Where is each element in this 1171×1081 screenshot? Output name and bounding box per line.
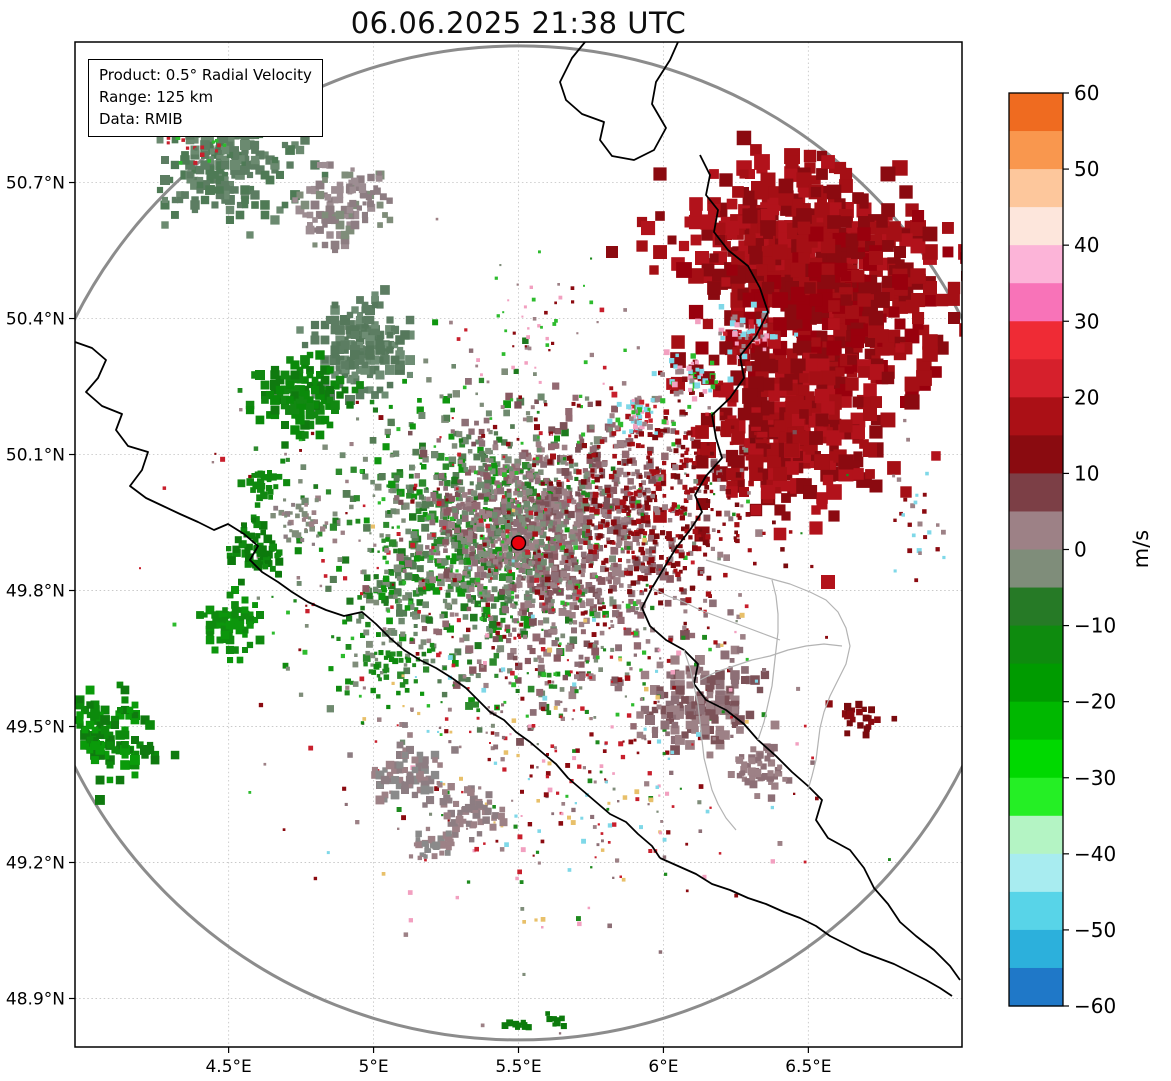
colorbar-band [1009,359,1063,398]
region-se-darkred-bit [825,700,898,739]
colorbar-band [1009,131,1063,170]
region-ne-streak-2 [651,349,734,409]
colorbar-tick-label: 0 [1074,538,1087,562]
colorbar-tick-label: 60 [1074,81,1099,105]
region-w-green-bit-2 [226,514,302,586]
range-ring [75,44,962,1042]
colorbar-band [1009,701,1063,741]
region-w-sage-blob [296,285,415,415]
product-info-line-range: Range: 125 km [99,87,214,106]
x-tick-label: 4.5°E [205,1057,251,1077]
region-bottom-green-bit-1 [501,1019,532,1031]
x-tick-label: 5°E [359,1057,389,1077]
colorbar-band [1009,739,1063,779]
colorbar-tick-label: 40 [1074,233,1099,257]
colorbar-band [1009,587,1063,627]
colorbar-band [1009,397,1063,436]
colorbar-tick-label: −30 [1074,766,1116,790]
region-w-green-blob [245,350,364,449]
radar-site-marker [510,535,527,551]
colorbar-band [1009,245,1063,284]
region-nnw-mauve-patch-2 [324,167,393,212]
velocity-pixels [75,85,962,1035]
colorbar-tick-label: −40 [1074,842,1116,866]
region-e-sparse-specks [892,418,946,583]
region-wsw-green-specks [282,621,436,725]
y-tick-label: 49.5°N [6,718,65,738]
y-tick-label: 49.2°N [6,854,65,874]
colorbar-band [1009,777,1063,817]
y-tick-label: 48.9°N [6,989,65,1009]
region-ne-streak-1 [607,391,676,451]
region-sw-green-patch [196,586,265,664]
x-tick-label: 5.5°E [495,1057,541,1077]
country-borders [75,42,961,997]
y-tick-label: 50.4°N [6,310,65,330]
colorbar-tick-label: −60 [1074,994,1116,1018]
colorbar-band [1009,891,1063,931]
colorbar-band [1009,207,1063,246]
region-ne-streak-3 [695,301,799,360]
axis-ticks [69,181,809,1053]
colorbar-band [1009,435,1063,475]
y-tick-label: 49.8°N [6,582,65,602]
colorbar-band [1009,511,1063,551]
colorbar-band [1009,283,1063,322]
region-se-mauve-patch-2 [727,743,793,802]
product-info-line-data: Data: RMIB [99,109,183,128]
colorbar: 60 50 40 30 20 10 0 −10 −20 −30 −40 −50 −60 [1008,81,1116,1018]
colorbar-tick-label: 30 [1074,309,1099,333]
colorbar-band [1009,967,1063,1007]
region-bottom-green-bit-2 [545,1011,567,1030]
colorbar-band [1009,663,1063,703]
admin-borders [651,559,851,831]
y-tick-label: 50.1°N [6,446,65,466]
region-w-mauve-specks [270,495,341,546]
colorbar-tick-label: 10 [1074,461,1099,485]
colorbar-band [1009,549,1063,589]
product-info-line-product: Product: 0.5° Radial Velocity [99,66,312,84]
axis-tick-labels: 4.5°E 5°E 5.5°E 6°E 6.5°E 50.7°N 50.4°N 50.1°N 4… [6,174,832,1077]
colorbar-band [1009,321,1063,360]
region-w-green-bit-1 [237,458,291,508]
product-info-box: Product: 0.5° Radial Velocity Range: 125… [88,59,323,138]
region-s-gray-bit [408,826,455,861]
colorbar-tick-label: 20 [1074,385,1099,409]
region-s-mauve-patch-1 [347,722,459,808]
region-far-sw-green-cluster [75,681,180,805]
x-tick-label: 6.5°E [785,1057,831,1077]
figure-title: 06.06.2025 21:38 UTC [350,6,687,40]
colorbar-band [1009,815,1063,855]
colorbar-tick-label: 50 [1074,157,1099,181]
colorbar-unit-label: m/s [1129,530,1153,568]
colorbar-band [1009,93,1063,132]
x-tick-label: 6°E [648,1057,678,1077]
colorbar-tick-label: −50 [1074,918,1116,942]
colorbar-band [1009,853,1063,893]
colorbar-band [1009,473,1063,513]
region-ne-outbound-blob-s [649,311,941,589]
plot-area [75,42,962,1047]
region-east-outbound-speckles [530,346,793,681]
colorbar-tick-label: −20 [1074,690,1116,714]
region-s-mauve-patch-2 [439,783,508,843]
colorbar-band [1009,625,1063,665]
colorbar-tick-label: −10 [1074,614,1116,638]
colorbar-band [1009,929,1063,969]
colorbar-band [1009,169,1063,208]
region-top-center-specks [475,250,638,459]
y-tick-label: 50.7°N [6,174,65,194]
